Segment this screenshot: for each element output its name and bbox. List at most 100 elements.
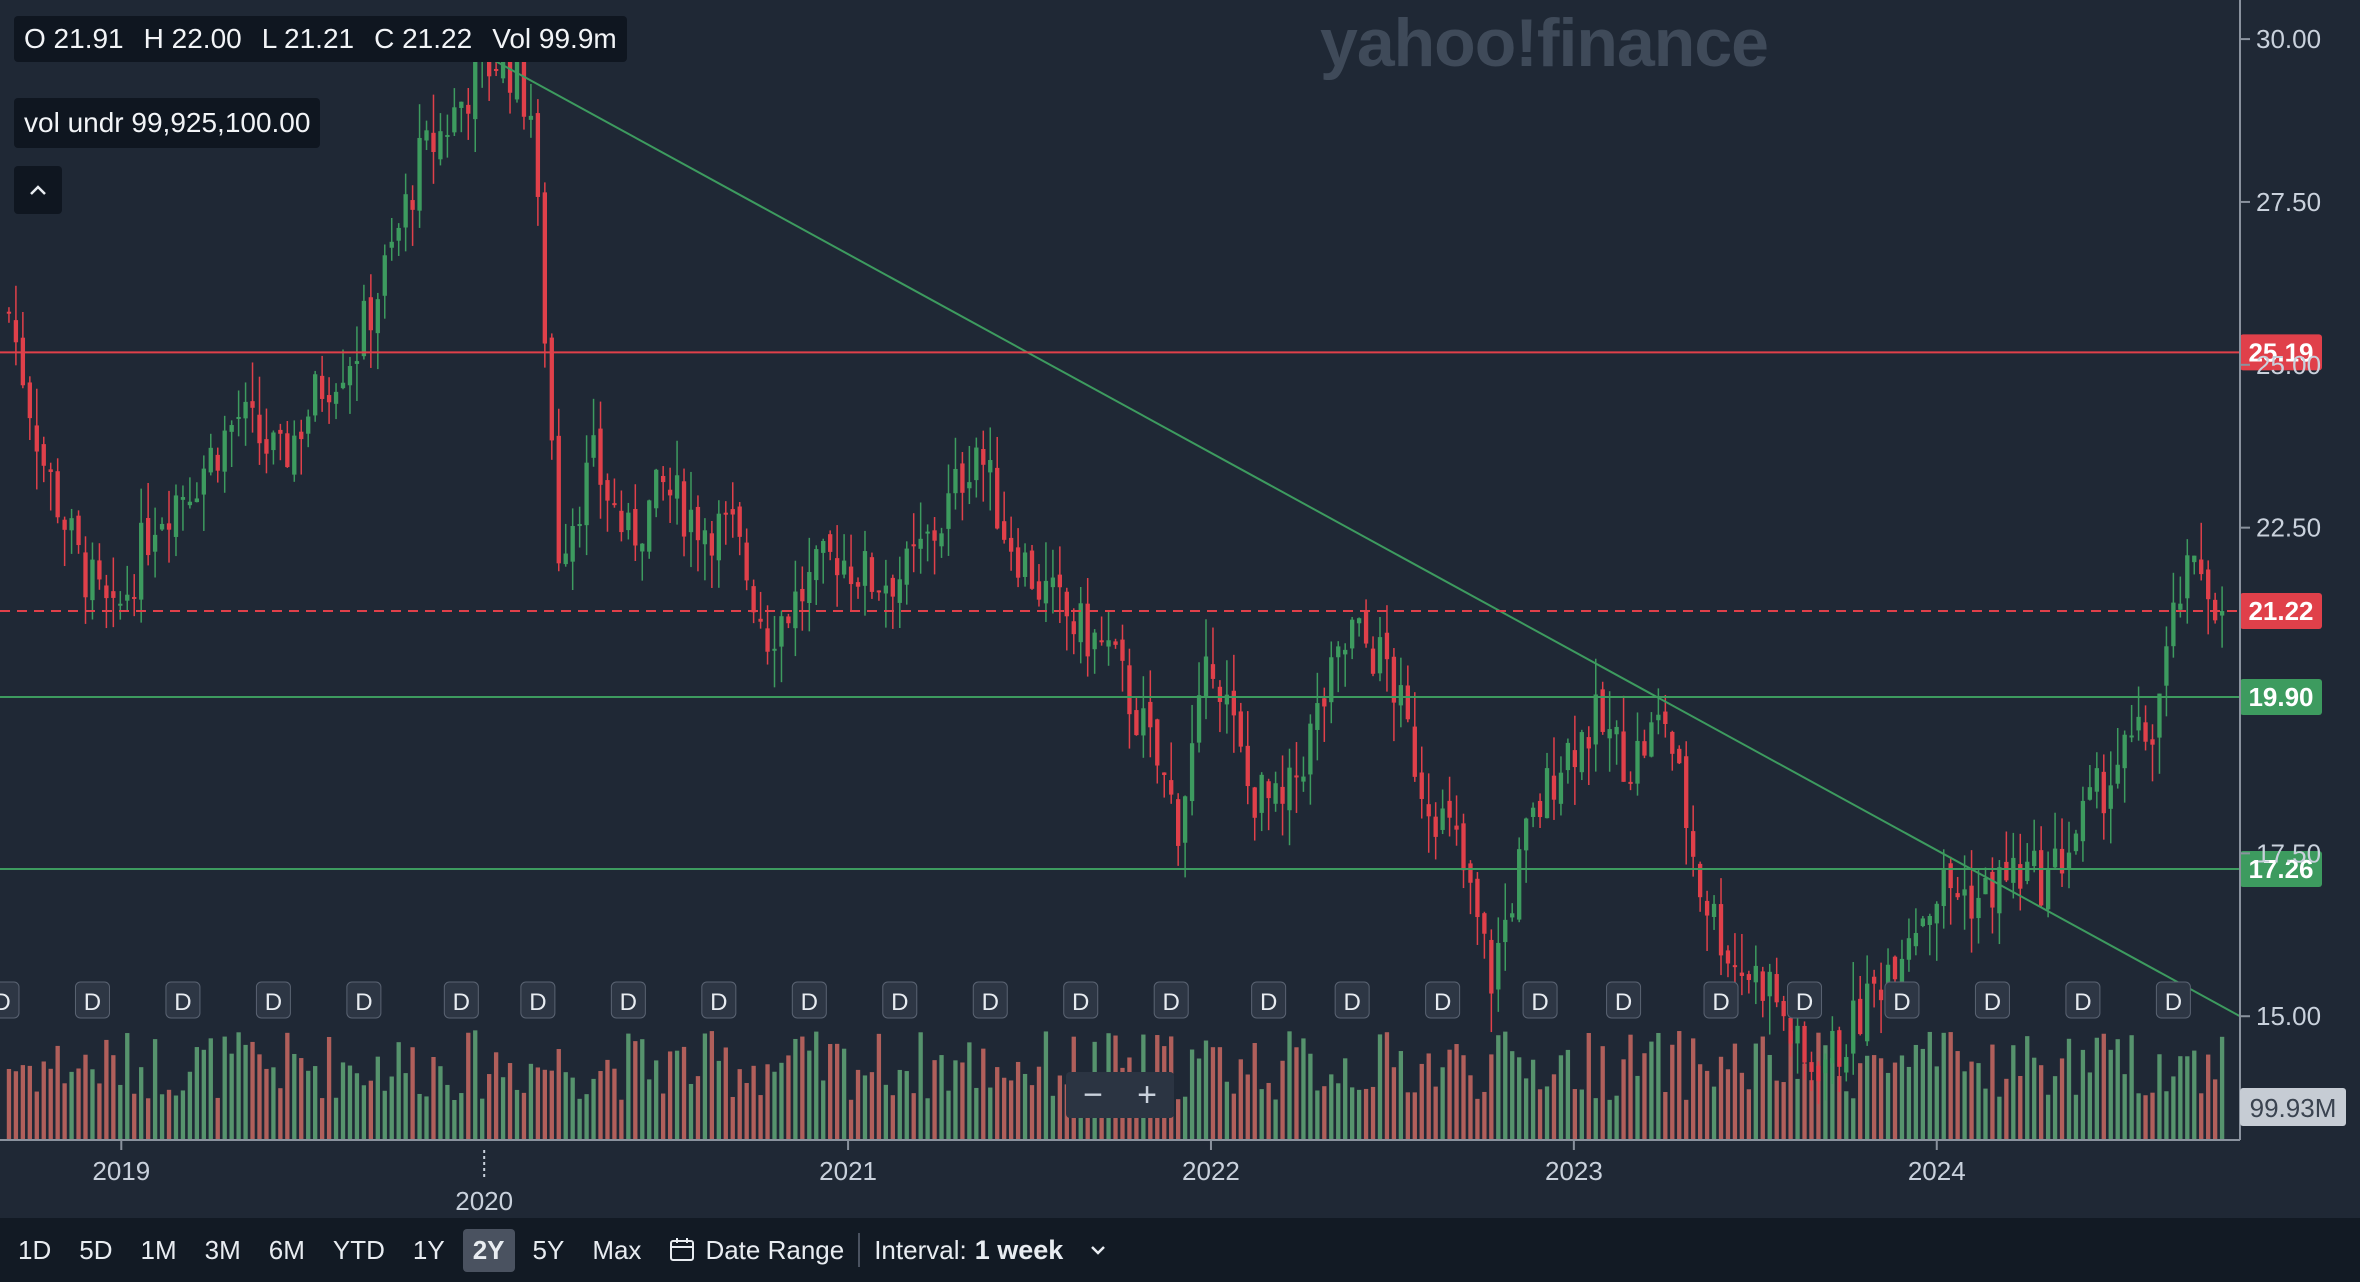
volume-bar <box>396 1042 401 1140</box>
candle-body <box>243 401 248 419</box>
candle-body <box>1224 694 1230 705</box>
candle-body <box>1343 649 1348 655</box>
volume-bar <box>438 1066 443 1140</box>
volume-bar <box>2206 1054 2211 1140</box>
candle-body <box>869 557 875 592</box>
volume-bar <box>1440 1067 1445 1140</box>
volume-bar <box>480 1098 485 1140</box>
candle-body <box>584 462 589 526</box>
candle-body <box>1120 639 1125 661</box>
candle-body <box>1329 657 1334 703</box>
volume-bar <box>967 1042 972 1140</box>
candle-body <box>34 425 39 452</box>
candle-body <box>674 475 680 499</box>
volume-bar <box>1245 1074 1250 1140</box>
range-max-button[interactable]: Max <box>592 1234 642 1265</box>
range-6m-button[interactable]: 6M <box>268 1234 305 1265</box>
collapse-legend-button[interactable] <box>14 166 62 214</box>
volume-bar <box>1391 1067 1397 1140</box>
volume-bar <box>1426 1053 1431 1140</box>
candle-body <box>598 428 603 485</box>
interval-dropdown[interactable]: Interval: 1 week <box>874 1235 1111 1266</box>
candle-body <box>1628 781 1633 784</box>
volume-bar <box>1837 1076 1842 1140</box>
dividend-marker <box>610 981 646 1019</box>
volume-bar <box>1635 1075 1640 1140</box>
range-ytd-button[interactable]: YTD <box>332 1234 385 1265</box>
dividend-marker <box>701 981 737 1019</box>
candle-body <box>1593 694 1598 745</box>
volume-bar <box>800 1036 805 1140</box>
candle-body <box>2073 833 2079 852</box>
range-2y-button[interactable]: 2Y <box>462 1228 515 1272</box>
date-range-button[interactable]: Date Range <box>669 1235 844 1266</box>
volume-bar <box>1043 1031 1049 1140</box>
candle-body <box>403 194 408 228</box>
volume-bar <box>1572 1089 1578 1140</box>
volume-bar <box>299 1058 304 1140</box>
volume-bar <box>2038 1065 2044 1140</box>
level-tag-label: 19.90 <box>2248 682 2313 712</box>
candle-body <box>361 300 367 357</box>
toolbar-divider <box>858 1233 861 1267</box>
volume-bar <box>974 1087 979 1140</box>
candle-body <box>1259 774 1264 813</box>
volume-bar <box>1941 1032 1946 1140</box>
volume-bar <box>125 1033 130 1140</box>
candle-body <box>97 560 102 580</box>
range-3m-button[interactable]: 3M <box>204 1234 241 1265</box>
volume-bar <box>41 1061 46 1140</box>
dividend-marker <box>520 981 556 1019</box>
zoom-out-button[interactable]: − <box>1083 1075 1103 1114</box>
candle-body <box>1489 939 1494 994</box>
candle-body <box>1837 1030 1842 1067</box>
price-chart[interactable]: 25.19 21.22 19.90 17.26 D D D D D D D D D D D D D D D D D D D… <box>0 0 2360 1218</box>
candle-body <box>278 429 283 434</box>
level-tag <box>2240 593 2322 630</box>
interval-value: 1 week <box>974 1234 1064 1265</box>
range-1d-button[interactable]: 1D <box>18 1234 52 1265</box>
volume-bar <box>1955 1051 1960 1140</box>
axes: 30.00 27.50 25.00 22.50 17.50 15.00 2019 2020 20… <box>0 0 2346 1216</box>
candle-body <box>2059 848 2065 874</box>
candle-body <box>1433 816 1438 837</box>
candle-body <box>473 56 478 120</box>
volume-bar <box>473 1030 478 1140</box>
volume-bar <box>1892 1062 1898 1140</box>
volume-bar <box>1544 1086 1550 1140</box>
candle-body <box>1586 737 1591 749</box>
dividend-marker-label: D <box>1796 989 1813 1016</box>
volume-bar <box>417 1093 422 1140</box>
candle-body <box>1614 726 1619 735</box>
candle-body <box>1781 1001 1786 1017</box>
trendline <box>419 18 2241 1018</box>
volume-bar <box>1022 1073 1028 1140</box>
candle-body <box>612 503 617 506</box>
volume-bar <box>688 1083 694 1140</box>
volume-bar <box>83 1054 88 1140</box>
range-5y-button[interactable]: 5Y <box>532 1234 565 1265</box>
volume-bar <box>744 1083 749 1140</box>
volume-bar <box>2157 1054 2162 1140</box>
candle-body <box>2108 785 2113 809</box>
range-1y-button[interactable]: 1Y <box>412 1234 445 1265</box>
candle-body <box>445 134 450 137</box>
candle-body <box>2157 693 2162 738</box>
candle-body <box>1621 731 1626 782</box>
volume-bar <box>326 1036 332 1140</box>
volume-bar <box>1579 1089 1584 1140</box>
candle-body <box>1036 581 1042 600</box>
volume-bar <box>145 1098 151 1140</box>
candle-body <box>1210 664 1216 679</box>
range-5d-button[interactable]: 5D <box>79 1234 113 1265</box>
volume-bar <box>1586 1033 1591 1140</box>
candle-body <box>208 447 213 473</box>
range-1m-button[interactable]: 1M <box>140 1234 177 1265</box>
volume-bar <box>612 1068 617 1140</box>
candle-body <box>1412 726 1417 777</box>
dividend-marker-label: D <box>174 989 191 1016</box>
dividend-marker <box>1703 981 1739 1019</box>
zoom-in-button[interactable]: + <box>1137 1075 1157 1114</box>
candle-body <box>1934 903 1939 924</box>
volume-bar <box>2171 1076 2176 1140</box>
